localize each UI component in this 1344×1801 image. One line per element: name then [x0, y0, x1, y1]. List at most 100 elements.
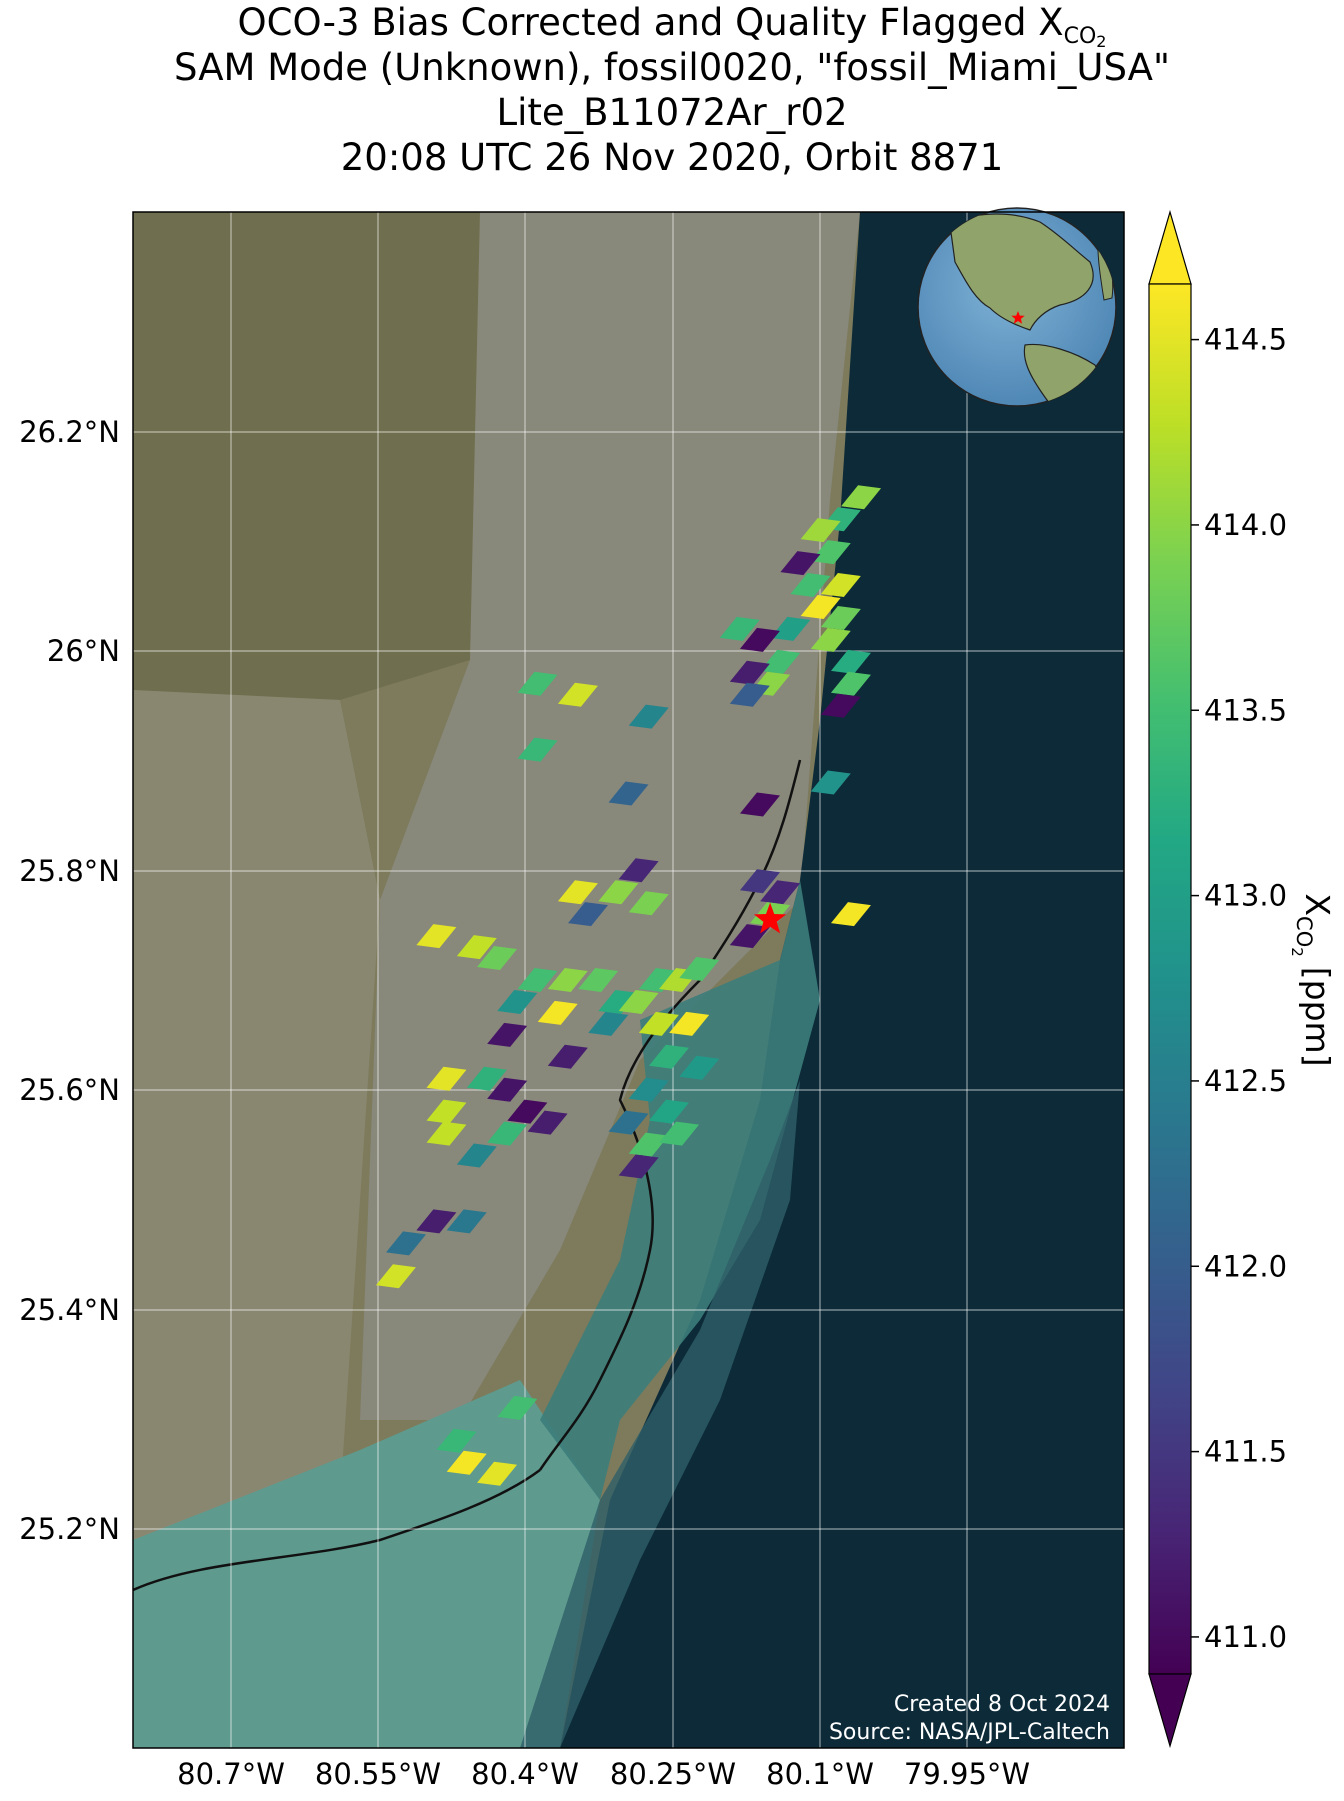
colorbar-gradient — [1148, 283, 1192, 1675]
xco2-sounding — [760, 649, 801, 674]
xco2-sounding — [669, 1011, 710, 1036]
florida-bay — [133, 1380, 600, 1748]
lon-tick-label: 80.7°W — [177, 1757, 285, 1791]
xco2-sounding — [386, 1231, 427, 1256]
xco2-sounding — [780, 551, 821, 576]
colorbar-extend-max — [1148, 209, 1192, 285]
colorbar-tick-label: 414.5 — [1204, 323, 1287, 357]
colorbar-tick-label: 413.0 — [1204, 879, 1287, 913]
xco2-sounding — [375, 1264, 416, 1289]
xco2-sounding — [497, 989, 538, 1014]
lon-tick-label: 79.95°W — [904, 1757, 1030, 1791]
colorbar-tick-label: 413.5 — [1204, 693, 1287, 727]
colorbar-label-text: XCO2 [ppm] — [1288, 893, 1337, 1066]
colorbar-tick-label: 411.5 — [1204, 1435, 1287, 1469]
lat-tick-label: 25.8°N — [19, 854, 120, 888]
xco2-sounding — [618, 1154, 659, 1179]
title-line-4: 20:08 UTC 26 Nov 2020, Orbit 8871 — [340, 136, 1004, 179]
xco2-sounding — [830, 671, 871, 696]
figure-title: OCO-3 Bias Corrected and Quality Flagged… — [0, 0, 1344, 180]
globe-north-america — [949, 213, 1094, 331]
xco2-sounding — [770, 616, 811, 641]
xco2-sounding — [608, 1110, 649, 1135]
xco2-sounding — [598, 880, 639, 905]
satellite-basemap — [133, 212, 1124, 1748]
xco2-sounding — [729, 682, 770, 707]
xco2-sounding — [739, 627, 780, 652]
xco2-sounding — [628, 1077, 669, 1102]
colorbar-tick-label: 412.0 — [1204, 1249, 1287, 1283]
colorbar: 414.5 414.0 413.5 413.0 412.5 412.0 411.5 411.0… — [1148, 209, 1337, 1749]
xco2-sounding — [547, 968, 588, 992]
colorbar-label-unit: [ppm] — [1298, 967, 1337, 1067]
xco2-sounding — [729, 924, 770, 949]
xco2-sounding — [830, 902, 871, 927]
credit-source: Source: NASA/JPL-Caltech — [829, 1720, 1110, 1745]
xco2-sounding — [648, 1099, 689, 1124]
xco2-sounding — [578, 968, 619, 992]
xco2-sounding — [517, 737, 558, 762]
colorbar-label-sub: CO — [1292, 916, 1316, 947]
xco2-sounding — [820, 573, 861, 598]
lat-tick-label: 25.6°N — [19, 1073, 120, 1107]
reef-tract — [520, 1080, 800, 1748]
xco2-sounding — [810, 540, 851, 565]
colorbar-label-subsub: 2 — [1288, 947, 1306, 957]
xco2-sounding — [810, 627, 851, 652]
lon-tick-label: 80.4°W — [471, 1757, 579, 1791]
xco2-sounding — [517, 671, 558, 696]
xco2-sounding — [618, 858, 659, 883]
lon-tick-label: 80.1°W — [766, 1757, 874, 1791]
xco2-sounding — [841, 485, 882, 510]
xco2-sounding — [618, 989, 659, 1014]
xco2-sounding — [477, 1461, 518, 1486]
xco2-sounding — [547, 1044, 588, 1069]
everglades-south — [133, 690, 380, 1560]
xco2-soundings — [375, 485, 882, 1486]
lat-tick-label: 26°N — [47, 634, 120, 668]
xco2-sounding — [598, 989, 639, 1014]
xco2-sounding — [648, 1044, 689, 1069]
xco2-sounding — [446, 1209, 487, 1234]
xco2-sounding — [679, 1055, 720, 1080]
lon-tick-labels: 80.7°W 80.55°W 80.4°W 80.25°W 80.1°W 79.… — [177, 1757, 1030, 1791]
lon-tick-label: 80.25°W — [610, 1757, 736, 1791]
colorbar-label-main: X — [1298, 893, 1337, 916]
gridlines — [133, 212, 1124, 1748]
globe-target-star-icon — [1011, 311, 1025, 324]
xco2-sounding — [517, 968, 558, 992]
xco2-sounding — [446, 1450, 487, 1475]
xco2-sounding — [800, 594, 841, 619]
xco2-sounding — [568, 902, 609, 927]
xco2-sounding — [830, 649, 871, 674]
xco2-sounding — [436, 1428, 477, 1453]
xco2-sounding — [628, 891, 669, 916]
xco2-sounding — [456, 1143, 497, 1168]
lat-tick-label: 26.2°N — [19, 415, 120, 449]
xco2-sounding — [820, 693, 861, 718]
title-line-2: SAM Mode (Unknown), fossil0020, "fossil_… — [174, 46, 1170, 89]
xco2-sounding — [507, 1099, 548, 1124]
xco2-sounding — [608, 781, 649, 806]
title-line-1-subsubscript: 2 — [1096, 32, 1107, 51]
xco2-sounding — [426, 1121, 467, 1146]
colorbar-tick-label: 411.0 — [1204, 1620, 1287, 1654]
colorbar-ticks: 414.5 414.0 413.5 413.0 412.5 412.0 411.5 411.0 — [1191, 323, 1287, 1654]
xco2-sounding — [810, 770, 851, 795]
xco2-sounding — [638, 1011, 679, 1036]
title-line-1-subscript: CO — [1063, 24, 1097, 49]
lon-tick-label: 80.55°W — [315, 1757, 441, 1791]
xco2-sounding — [497, 1395, 538, 1420]
xco2-sounding — [588, 1011, 629, 1036]
colorbar-tick-label: 412.5 — [1204, 1064, 1287, 1098]
xco2-sounding — [557, 880, 598, 905]
xco2-sounding — [456, 935, 497, 960]
xco2-sounding — [719, 616, 760, 641]
xco2-sounding — [426, 1066, 467, 1091]
colorbar-tick-label: 414.0 — [1204, 508, 1287, 542]
xco2-sounding — [537, 1000, 578, 1025]
xco2-sounding — [790, 573, 831, 598]
xco2-sounding — [416, 1209, 457, 1234]
colorbar-extend-min — [1148, 1673, 1192, 1749]
